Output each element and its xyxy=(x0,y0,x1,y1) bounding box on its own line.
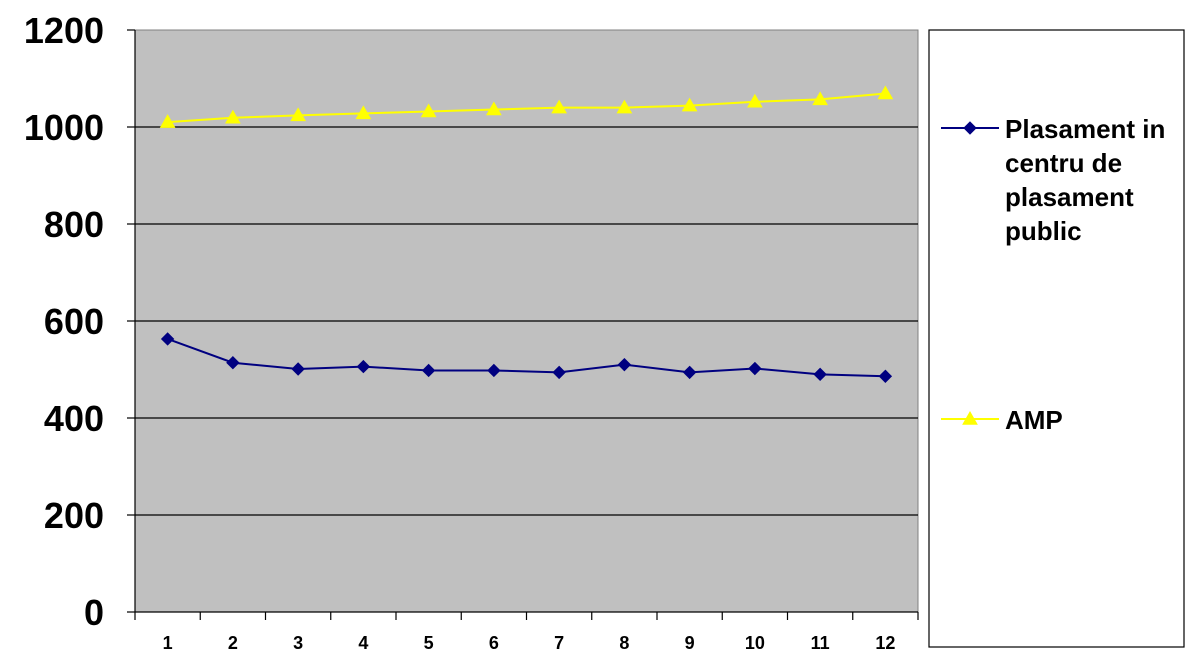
series-line xyxy=(167,338,886,378)
x-tick-label: 8 xyxy=(619,633,629,653)
y-tick-label: 1200 xyxy=(24,10,104,51)
legend-label: public xyxy=(1005,216,1082,246)
series-layer xyxy=(159,85,894,383)
x-tick-label: 1 xyxy=(163,633,173,653)
x-tick-label: 2 xyxy=(228,633,238,653)
series-0 xyxy=(160,332,893,383)
data-point xyxy=(681,97,698,112)
data-point xyxy=(355,105,372,120)
x-tick-label: 4 xyxy=(358,633,368,653)
x-tick-label: 6 xyxy=(489,633,499,653)
x-tick-label: 12 xyxy=(875,633,895,653)
series-line xyxy=(167,92,886,124)
data-point xyxy=(812,91,828,106)
x-tick-label: 11 xyxy=(811,633,830,653)
data-point xyxy=(356,359,371,374)
legend-entry-0: Plasament in centru de plasament public xyxy=(941,114,1165,246)
data-point xyxy=(225,109,241,124)
data-point xyxy=(551,99,567,114)
data-point xyxy=(747,93,763,108)
data-point xyxy=(291,362,305,376)
legend-entry-1: AMP xyxy=(941,405,1063,435)
gridlines xyxy=(135,126,918,516)
y-tick-label: 800 xyxy=(44,204,104,245)
data-point xyxy=(487,363,501,378)
data-point xyxy=(290,107,306,122)
data-point xyxy=(748,361,762,376)
series-1 xyxy=(159,85,894,128)
data-point xyxy=(226,356,240,370)
x-tick-label: 7 xyxy=(554,633,564,653)
data-point xyxy=(877,85,894,100)
y-tick-label: 0 xyxy=(84,592,104,633)
legend-marker xyxy=(963,121,977,135)
legend-label: centru de xyxy=(1005,148,1122,178)
data-point xyxy=(486,101,502,116)
legend: Plasament in centru de plasament public AMP xyxy=(941,114,1165,435)
data-point xyxy=(616,99,633,114)
legend-label: AMP xyxy=(1005,405,1063,435)
data-point xyxy=(420,103,437,118)
y-tick-label: 1000 xyxy=(24,107,104,148)
x-tick-label: 10 xyxy=(745,633,765,653)
data-point xyxy=(682,365,697,380)
x-tick-label: 9 xyxy=(685,633,695,653)
legend-label: Plasament in xyxy=(1005,114,1165,144)
y-tick-label: 600 xyxy=(44,301,104,342)
data-point xyxy=(617,357,632,372)
y-tick-label: 400 xyxy=(44,398,104,439)
data-point xyxy=(878,369,893,383)
legend-marker xyxy=(962,410,978,425)
data-point xyxy=(421,363,436,378)
data-point xyxy=(159,114,176,128)
data-point xyxy=(160,332,175,346)
legend-label: plasament xyxy=(1005,182,1134,212)
x-tick-label: 3 xyxy=(293,633,303,653)
y-tick-label: 200 xyxy=(44,495,104,536)
x-tick-label: 5 xyxy=(424,633,434,653)
data-point xyxy=(813,367,827,382)
data-point xyxy=(552,365,566,380)
